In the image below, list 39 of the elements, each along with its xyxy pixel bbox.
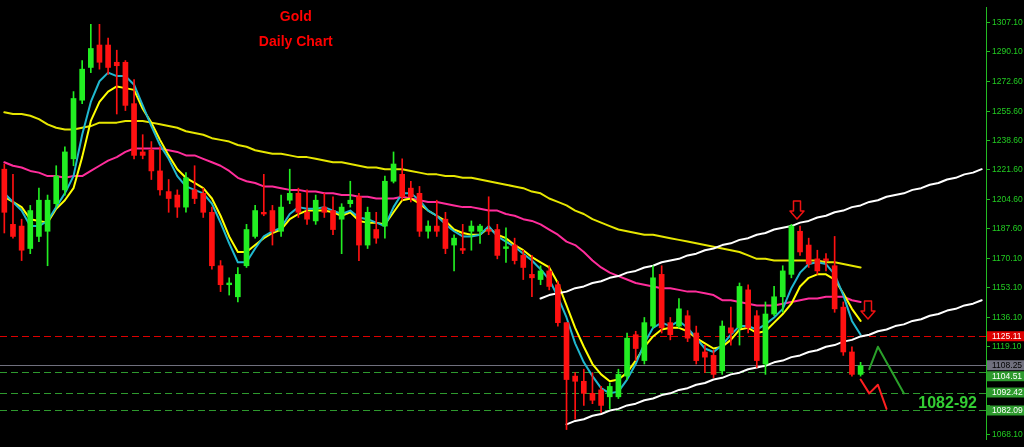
candlestick [728, 306, 734, 346]
ref-line-label: 1082.09 [992, 405, 1023, 416]
y-tick-label: 1221.60 [992, 164, 1023, 175]
candlestick [529, 255, 535, 298]
candlestick [572, 372, 578, 420]
annotation: 1082-92 [918, 394, 978, 412]
y-tick-label: 1068.10 [992, 428, 1023, 439]
ref-line-label: 1104.51 [992, 371, 1023, 382]
y-tick-label: 1290.10 [992, 46, 1023, 57]
candlestick [10, 174, 16, 239]
y-tick-label: 1204.60 [992, 193, 1023, 204]
y-tick-label: 1153.10 [992, 282, 1023, 293]
candlestick [459, 224, 466, 255]
y-tick-label: 1187.60 [992, 222, 1023, 233]
ref-line-label: 1092.42 [992, 387, 1023, 398]
y-tick-label: 1272.60 [992, 76, 1023, 87]
y-tick-label: 1170.10 [992, 253, 1023, 264]
text: Daily Chart [258, 32, 334, 49]
ref-line-label: 1108.25 [992, 360, 1023, 371]
candlestick [823, 253, 829, 272]
chart-title: Gold [279, 7, 312, 24]
candlestick [260, 174, 267, 217]
candlestick [113, 49, 120, 115]
candlestick [485, 196, 492, 236]
candlestick [226, 277, 233, 296]
candlestick [433, 199, 440, 237]
candlestick [286, 168, 293, 204]
candlestick [702, 344, 708, 373]
y-tick-label: 1307.10 [992, 16, 1023, 27]
candlestick [139, 134, 146, 160]
y-tick-label: 1238.60 [992, 134, 1023, 145]
y-tick-label: 1136.10 [992, 311, 1023, 322]
candlestick [503, 227, 509, 263]
y-tick-label: 1255.60 [992, 105, 1023, 116]
ref-line-label: 1125.11 [992, 331, 1022, 342]
candlestick [451, 234, 457, 272]
y-tick-label: 1119.10 [992, 340, 1022, 351]
candlestick [347, 180, 354, 208]
candlestick [304, 189, 310, 225]
